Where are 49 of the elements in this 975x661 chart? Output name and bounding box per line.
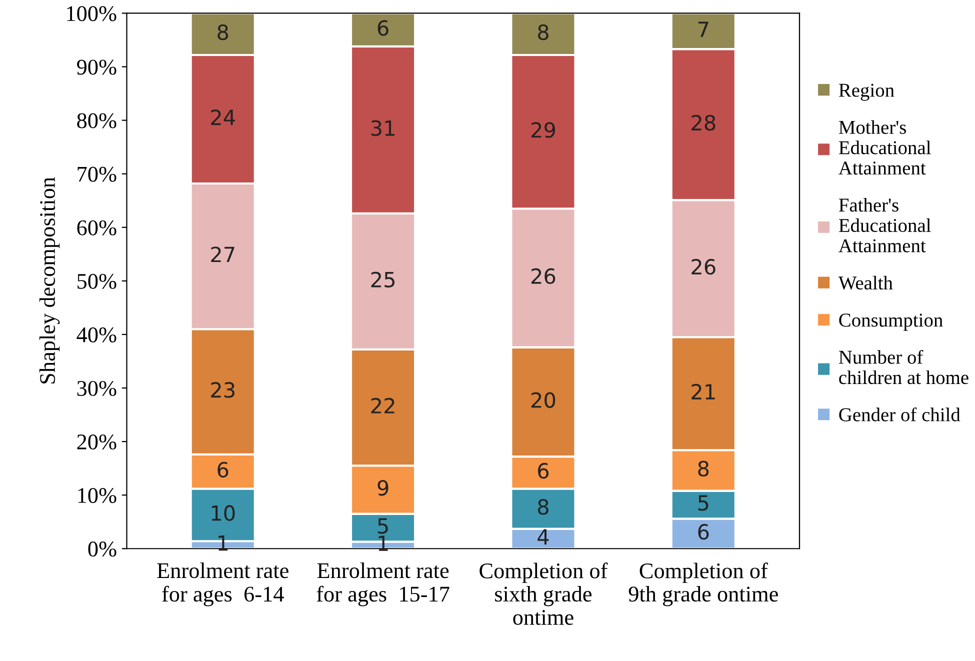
data-label: 26 bbox=[531, 268, 556, 284]
y-tick-label: 80% bbox=[77, 113, 116, 128]
data-label: 7 bbox=[698, 22, 708, 37]
data-label: 28 bbox=[692, 114, 716, 131]
data-label: 23 bbox=[211, 382, 234, 398]
y-tick-label: 0% bbox=[88, 542, 116, 557]
data-label: 24 bbox=[211, 110, 235, 125]
legend-label: Consumption bbox=[839, 314, 943, 331]
x-tick-label: Enrolment rate for ages 15-17 bbox=[316, 562, 450, 606]
legend-label: Gender of child bbox=[839, 407, 960, 422]
legend-label: Number of children at home bbox=[838, 350, 968, 384]
data-label: 8 bbox=[538, 24, 548, 40]
data-label: 22 bbox=[371, 398, 394, 414]
legend-label: Mother's Educational Attainment bbox=[838, 120, 931, 175]
y-tick-label: 70% bbox=[78, 166, 116, 182]
x-tick-label: Completion of sixth grade ontime bbox=[480, 562, 608, 625]
data-label: 5 bbox=[378, 518, 388, 534]
legend-label: Father's Educational Attainment bbox=[838, 198, 931, 252]
data-label: 27 bbox=[211, 246, 234, 262]
data-label: 29 bbox=[531, 122, 556, 138]
data-label: 6 bbox=[218, 462, 228, 478]
y-tick-label: 20% bbox=[77, 434, 116, 450]
data-label: 20 bbox=[531, 392, 556, 408]
data-label: 8 bbox=[698, 460, 709, 477]
y-tick-label: 40% bbox=[76, 327, 116, 342]
legend-label: Region bbox=[838, 84, 894, 101]
y-tick-label: 30% bbox=[77, 380, 116, 396]
y-tick-label: 60% bbox=[77, 220, 116, 236]
data-label: 6 bbox=[698, 524, 709, 540]
data-label: 8 bbox=[538, 499, 548, 515]
data-label: 10 bbox=[212, 505, 235, 521]
y-tick-label: 50% bbox=[78, 274, 116, 289]
data-label: 21 bbox=[692, 384, 715, 400]
y-axis-title: Shapley decomposition bbox=[39, 177, 60, 384]
data-label: 9 bbox=[378, 480, 388, 496]
y-tick-label: 90% bbox=[77, 60, 116, 75]
data-label: 6 bbox=[538, 462, 549, 479]
legend-label: Wealth bbox=[838, 276, 893, 290]
x-tick-label: Completion of 9th grade ontime bbox=[628, 562, 778, 606]
x-tick-label: Enrolment rate for ages 6-14 bbox=[157, 562, 288, 606]
data-label: 26 bbox=[692, 258, 716, 275]
data-label: 25 bbox=[371, 272, 394, 288]
data-label: 8 bbox=[218, 24, 228, 40]
y-tick-label: 100% bbox=[67, 6, 116, 22]
data-label: 5 bbox=[698, 495, 708, 511]
data-label: 6 bbox=[378, 20, 388, 36]
data-label: 4 bbox=[538, 529, 549, 544]
y-tick-label: 10% bbox=[78, 488, 116, 504]
data-label: 31 bbox=[371, 120, 394, 136]
